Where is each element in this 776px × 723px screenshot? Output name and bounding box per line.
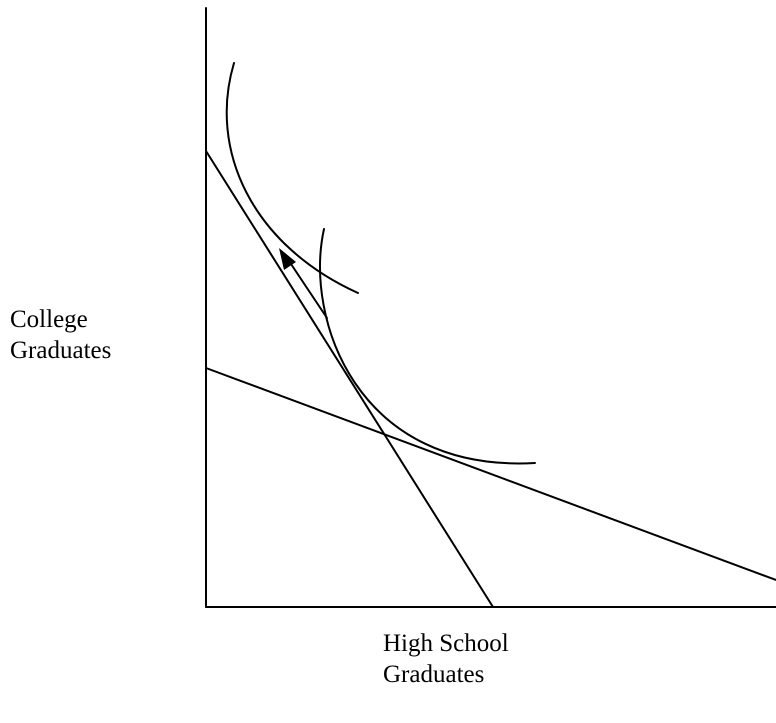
- y-axis-label-line-2: Graduates: [10, 337, 112, 364]
- x-axis-label: High School Graduates: [383, 628, 509, 690]
- y-axis-label: College Graduates: [10, 304, 111, 366]
- y-axis-label-line-1: College: [10, 306, 88, 333]
- steep-budget-line: [205, 150, 494, 608]
- x-axis-label-line-1: High School: [383, 630, 509, 657]
- shift-arrow-shaft: [286, 257, 328, 319]
- x-axis-label-line-2: Graduates: [383, 661, 485, 688]
- upper-isoquant-curve: [225, 62, 359, 294]
- lower-isoquant-curve: [319, 228, 536, 465]
- flat-budget-line: [205, 367, 776, 581]
- shift-arrow-head: [279, 248, 296, 270]
